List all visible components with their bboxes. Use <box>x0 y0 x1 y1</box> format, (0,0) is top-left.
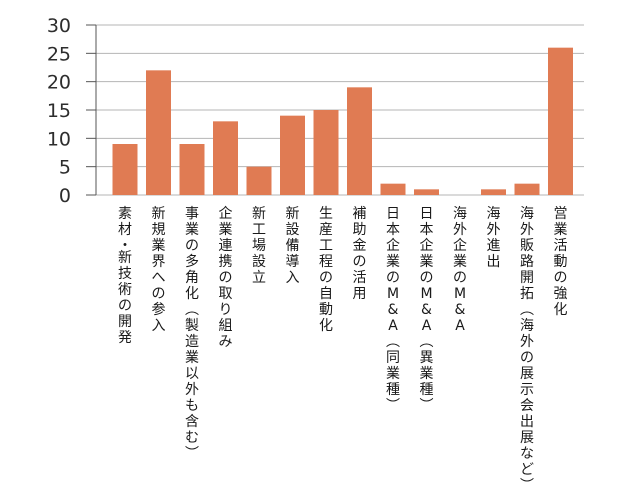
y-tick-label-25: 25 <box>47 43 71 65</box>
bar-3 <box>213 121 238 195</box>
category-label-6: 生産工程の自動化 <box>319 206 333 334</box>
bar-5 <box>280 115 305 195</box>
category-label-12: 海外販路開拓︵海外の展示会出展など︶ <box>520 206 534 488</box>
category-label-13: 営業活動の強化 <box>554 206 568 318</box>
bar-6 <box>313 110 339 195</box>
category-label-0: 素材・新技術の開発 <box>118 206 132 346</box>
bar-4 <box>246 166 272 195</box>
y-tick-label-30: 30 <box>47 15 71 37</box>
bar-0 <box>112 144 138 195</box>
y-tick-label-20: 20 <box>47 72 71 94</box>
category-label-9: 日本企業の M & A ︵異業種︶ <box>420 206 434 414</box>
category-label-8: 日本企業の M & A ︵同業種︶ <box>386 206 400 414</box>
y-tick-label-10: 10 <box>47 128 71 150</box>
bar-7 <box>347 87 372 195</box>
bar-13 <box>548 47 573 195</box>
bar-11 <box>481 189 506 195</box>
y-tick-label-0: 0 <box>59 185 71 207</box>
bar-8 <box>380 183 406 195</box>
y-tick-label-5: 5 <box>59 157 71 179</box>
bar-1 <box>146 70 171 195</box>
category-label-10: 海外企業の M & A <box>453 206 467 334</box>
category-label-2: 事業の多角化︵製造業以外も含む︶ <box>185 206 199 462</box>
bar-12 <box>514 183 540 195</box>
bar-9 <box>414 189 439 195</box>
category-label-4: 新工場設立 <box>252 206 266 286</box>
bar-2 <box>179 144 205 195</box>
category-label-5: 新設備導入 <box>286 206 300 286</box>
category-label-3: 企業連携の取り組み <box>219 205 233 350</box>
category-label-11: 海外進出 <box>487 206 501 270</box>
category-label-7: 補助金の活用 <box>353 206 367 302</box>
category-label-1: 新規業界への参入 <box>152 206 166 334</box>
y-tick-label-15: 15 <box>47 100 71 122</box>
